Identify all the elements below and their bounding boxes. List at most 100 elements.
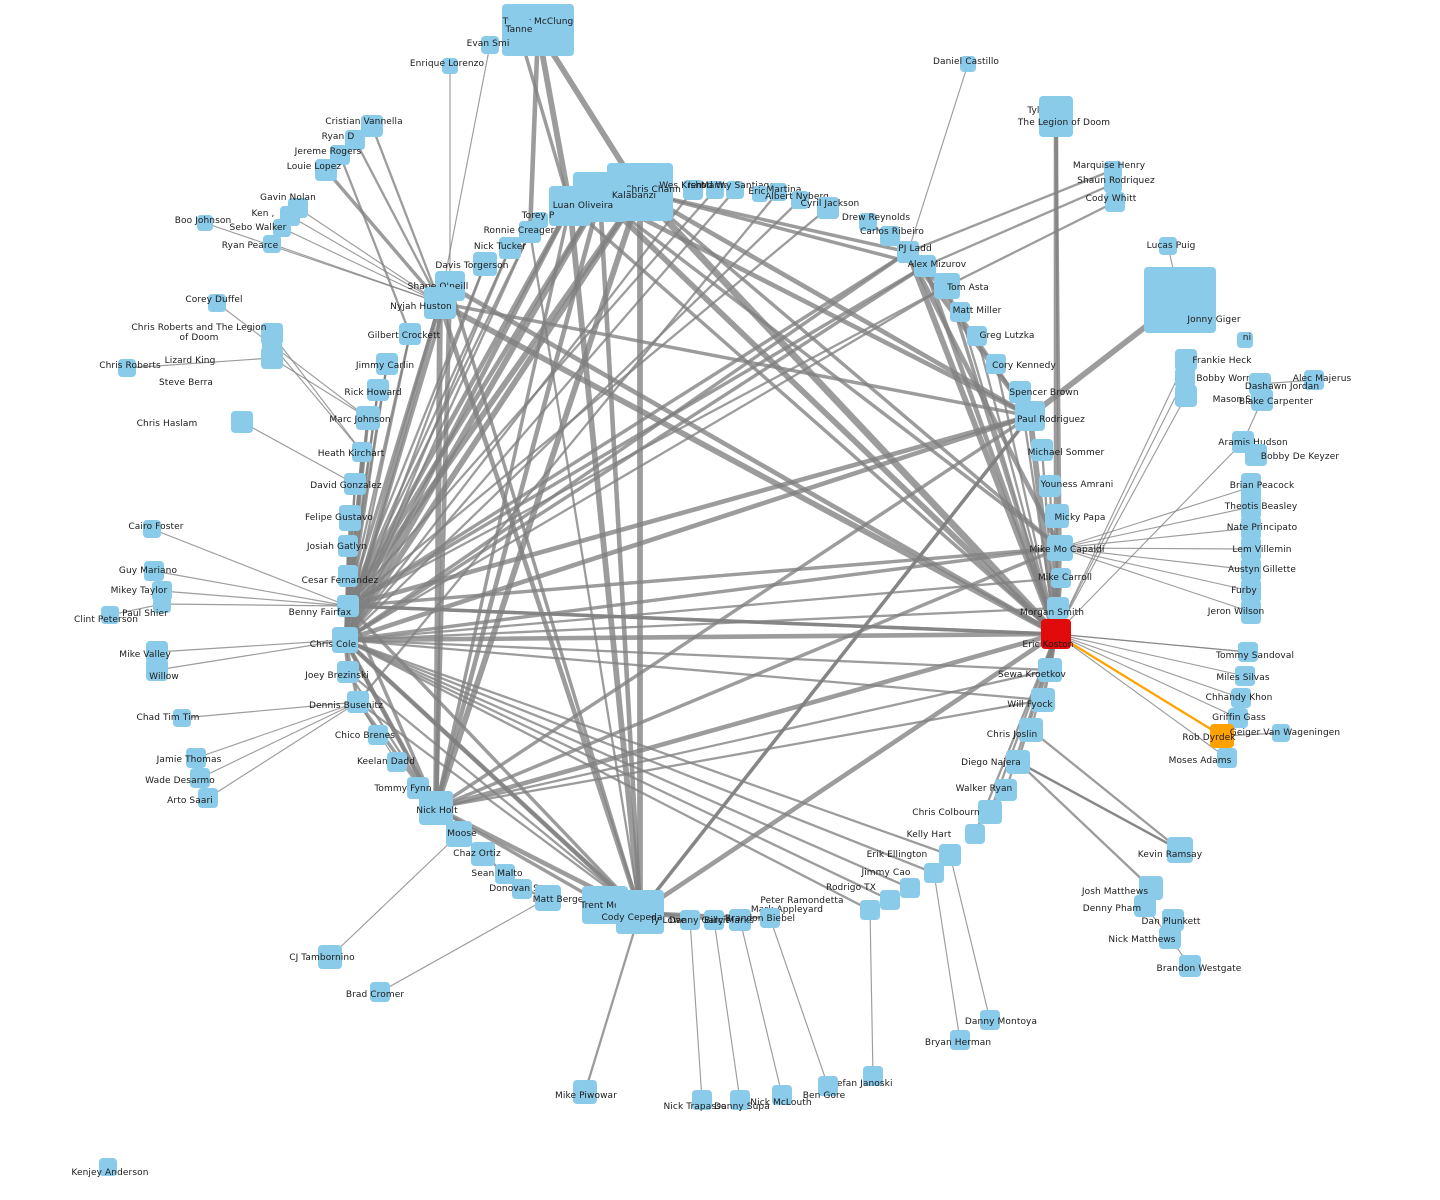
- graph-node[interactable]: [446, 821, 472, 847]
- graph-node[interactable]: [519, 221, 541, 243]
- graph-node[interactable]: [1134, 895, 1156, 917]
- graph-node[interactable]: [153, 595, 171, 613]
- graph-node[interactable]: [1038, 658, 1062, 682]
- graph-node[interactable]: [318, 945, 342, 969]
- graph-node[interactable]: [692, 1090, 712, 1110]
- graph-node[interactable]: [471, 842, 495, 866]
- graph-node[interactable]: [934, 273, 960, 299]
- graph-node[interactable]: [1175, 349, 1197, 371]
- graph-node[interactable]: [1144, 267, 1216, 333]
- graph-node[interactable]: [726, 181, 744, 199]
- graph-node[interactable]: [924, 863, 944, 883]
- graph-node[interactable]: [939, 844, 961, 866]
- graph-node[interactable]: [1241, 558, 1261, 582]
- graph-node[interactable]: [1162, 909, 1184, 931]
- graph-node[interactable]: [730, 1090, 750, 1110]
- graph-node[interactable]: [950, 302, 970, 322]
- graph-node[interactable]: [261, 347, 283, 369]
- graph-node[interactable]: [198, 788, 218, 808]
- graph-node[interactable]: [535, 885, 561, 911]
- graph-node[interactable]: [706, 181, 724, 199]
- graph-node[interactable]: [1175, 385, 1197, 407]
- graph-node[interactable]: [315, 159, 337, 181]
- graph-node[interactable]: [1047, 535, 1073, 561]
- graph-node[interactable]: [1237, 332, 1253, 348]
- graph-node[interactable]: [352, 442, 372, 462]
- graph-node[interactable]: [897, 241, 919, 263]
- graph-node[interactable]: [144, 561, 164, 581]
- graph-node[interactable]: [772, 1085, 792, 1105]
- graph-node[interactable]: [880, 226, 900, 246]
- graph-node[interactable]: [263, 235, 281, 253]
- graph-node[interactable]: [208, 294, 226, 312]
- graph-node[interactable]: [419, 791, 453, 825]
- graph-node[interactable]: [995, 779, 1017, 801]
- graph-node[interactable]: [900, 878, 920, 898]
- graph-node[interactable]: [499, 237, 521, 259]
- graph-node[interactable]: [549, 186, 591, 226]
- graph-node[interactable]: [356, 406, 380, 430]
- graph-node[interactable]: [986, 354, 1006, 374]
- graph-node[interactable]: [1217, 748, 1237, 768]
- graph-node[interactable]: [146, 659, 168, 681]
- graph-node[interactable]: [760, 908, 780, 928]
- graph-node[interactable]: [1047, 597, 1069, 619]
- graph-node[interactable]: [1019, 718, 1043, 742]
- graph-node[interactable]: [1304, 370, 1324, 390]
- graph-node[interactable]: [1009, 381, 1031, 403]
- graph-node[interactable]: [197, 215, 213, 231]
- graph-node[interactable]: [361, 115, 383, 137]
- graph-node[interactable]: [752, 186, 768, 202]
- graph-node[interactable]: [950, 1030, 970, 1050]
- graph-node[interactable]: [332, 627, 358, 653]
- graph-node[interactable]: [273, 219, 291, 237]
- graph-node[interactable]: [769, 183, 787, 201]
- graph-node[interactable]: [1041, 619, 1071, 649]
- graph-node[interactable]: [368, 725, 388, 745]
- graph-node[interactable]: [146, 641, 168, 663]
- graph-node[interactable]: [1105, 192, 1125, 212]
- graph-node[interactable]: [1159, 927, 1181, 949]
- graph-node[interactable]: [980, 1010, 1000, 1030]
- graph-node[interactable]: [376, 353, 398, 375]
- graph-node[interactable]: [1235, 666, 1255, 686]
- graph-node[interactable]: [818, 1076, 838, 1096]
- graph-node[interactable]: [399, 323, 421, 345]
- graph-node[interactable]: [965, 824, 985, 844]
- graph-node[interactable]: [1006, 750, 1030, 774]
- graph-node[interactable]: [683, 180, 703, 200]
- graph-node[interactable]: [424, 287, 456, 319]
- graph-node[interactable]: [337, 661, 359, 683]
- graph-node[interactable]: [1104, 161, 1122, 179]
- graph-node[interactable]: [1241, 495, 1261, 519]
- graph-node[interactable]: [1015, 401, 1045, 431]
- graph-node[interactable]: [1159, 237, 1177, 255]
- graph-node[interactable]: [960, 56, 976, 72]
- graph-node[interactable]: [288, 198, 308, 218]
- graph-node[interactable]: [1251, 389, 1273, 411]
- graph-node[interactable]: [387, 752, 407, 772]
- graph-node[interactable]: [573, 1080, 597, 1104]
- graph-node[interactable]: [863, 1066, 883, 1086]
- graph-node[interactable]: [506, 19, 532, 45]
- graph-node[interactable]: [1031, 439, 1053, 461]
- graph-node[interactable]: [880, 890, 900, 910]
- graph-node[interactable]: [339, 505, 361, 531]
- graph-node[interactable]: [729, 909, 751, 931]
- graph-node[interactable]: [118, 359, 136, 377]
- graph-node[interactable]: [1245, 444, 1267, 466]
- graph-node[interactable]: [1241, 579, 1261, 603]
- graph-node[interactable]: [1210, 724, 1234, 748]
- graph-node[interactable]: [344, 473, 366, 495]
- graph-node[interactable]: [1241, 537, 1261, 561]
- graph-node[interactable]: [1175, 368, 1195, 388]
- graph-node[interactable]: [1272, 724, 1290, 742]
- graph-node[interactable]: [978, 800, 1002, 824]
- graph-node[interactable]: [473, 252, 497, 276]
- graph-node[interactable]: [817, 197, 839, 219]
- graph-node[interactable]: [1241, 600, 1261, 624]
- graph-node[interactable]: [101, 606, 119, 624]
- graph-node[interactable]: [512, 879, 532, 899]
- graph-node[interactable]: [1039, 475, 1061, 497]
